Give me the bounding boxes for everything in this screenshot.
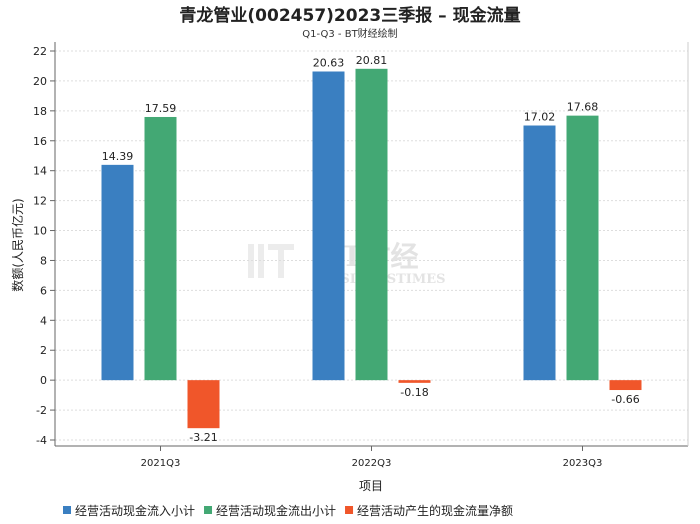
data-label: -0.18	[400, 386, 428, 399]
y-tick-label: 20	[33, 75, 47, 88]
data-label: 17.59	[145, 102, 177, 115]
data-label: 20.81	[356, 54, 388, 67]
legend-label: 经营活动现金流出小计	[216, 503, 336, 518]
y-tick-label: 16	[33, 135, 47, 148]
x-tick-label: 2021Q3	[141, 458, 181, 469]
y-tick-label: 8	[40, 254, 47, 267]
y-axis-ticks: -4 -2 0 2 4 6 8 10 12 14 16 18 20 22	[33, 45, 55, 447]
y-axis-title: 数额(人民币亿元)	[10, 198, 25, 291]
data-label: 14.39	[102, 150, 134, 163]
watermark-logo-bar	[248, 244, 254, 278]
bars	[101, 68, 642, 429]
chart-title: 青龙管业(002457)2023三季报 – 现金流量	[179, 5, 520, 26]
x-tick-label: 2023Q3	[563, 458, 603, 469]
y-tick-label: 2	[40, 344, 47, 357]
bar	[609, 380, 642, 391]
y-tick-label: 6	[40, 284, 47, 297]
data-labels: 14.39 17.59 -3.21 20.63 20.81 -0.18 17.02 17.68…	[102, 54, 640, 444]
y-tick-label: 12	[33, 195, 47, 208]
x-axis-ticks: 2021Q3 2022Q3 2023Q3	[141, 446, 603, 469]
y-tick-label: 0	[40, 374, 47, 387]
data-label: 20.63	[313, 56, 345, 69]
bar	[566, 115, 599, 381]
bar	[355, 68, 388, 381]
y-tick-label: 4	[40, 314, 47, 327]
watermark-logo-bar	[268, 244, 294, 250]
y-tick-label: 18	[33, 105, 47, 118]
data-label: 17.68	[567, 101, 599, 114]
bar	[398, 380, 431, 383]
legend-swatch	[63, 506, 71, 514]
y-tick-label: -2	[36, 404, 47, 417]
x-axis-title: 项目	[359, 479, 383, 493]
bar	[101, 164, 134, 381]
data-label: -0.66	[611, 393, 639, 406]
watermark-logo-bar	[278, 250, 284, 278]
bar	[144, 116, 177, 381]
y-tick-label: 14	[33, 165, 47, 178]
legend-swatch	[345, 506, 354, 514]
bar	[187, 380, 220, 429]
watermark-logo-bar	[258, 244, 264, 278]
bar	[523, 125, 556, 381]
bar	[312, 71, 345, 381]
watermark: BT财经 BUSINESSTIMES	[248, 240, 446, 287]
legend: 经营活动现金流入小计 经营活动现金流出小计 经营活动产生的现金流量净额	[63, 503, 513, 518]
data-label: -3.21	[189, 431, 217, 444]
y-tick-label: -4	[36, 434, 47, 447]
chart-subtitle: Q1-Q3 - BT财经绘制	[302, 27, 397, 40]
legend-label: 经营活动产生的现金流量净额	[357, 503, 513, 518]
x-tick-label: 2022Q3	[352, 458, 392, 469]
legend-label: 经营活动现金流入小计	[75, 503, 195, 518]
y-tick-label: 10	[33, 225, 47, 238]
data-label: 17.02	[524, 111, 556, 124]
y-tick-label: 22	[33, 45, 47, 58]
legend-swatch	[204, 506, 213, 514]
